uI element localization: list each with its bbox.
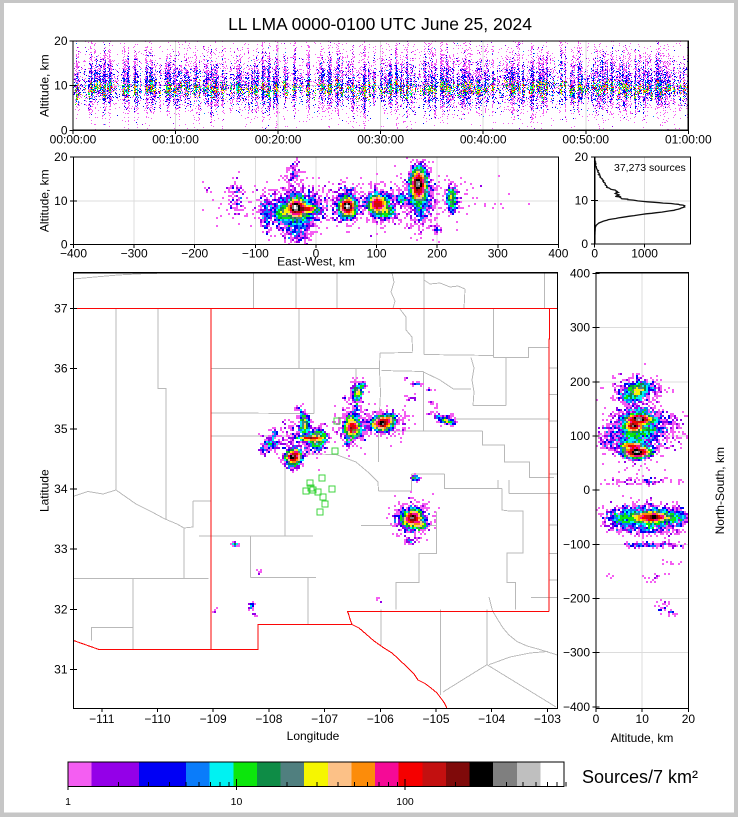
svg-text:−103: −103 (534, 712, 561, 726)
svg-text:−108: −108 (255, 712, 282, 726)
svg-text:00:20:00: 00:20:00 (255, 133, 302, 147)
svg-text:−110: −110 (144, 712, 170, 726)
svg-text:33: 33 (54, 542, 68, 556)
svg-text:0: 0 (581, 237, 588, 251)
svg-text:200: 200 (570, 375, 590, 389)
svg-text:36: 36 (54, 362, 68, 376)
svg-text:20: 20 (54, 150, 68, 164)
svg-text:35: 35 (54, 422, 68, 436)
svg-text:37: 37 (54, 301, 68, 315)
svg-text:−100: −100 (242, 247, 269, 261)
svg-text:−300: −300 (121, 247, 148, 261)
svg-text:400: 400 (548, 247, 568, 261)
svg-text:10: 10 (54, 194, 68, 208)
svg-text:20: 20 (682, 712, 696, 726)
svg-text:−104: −104 (478, 712, 505, 726)
svg-text:20: 20 (54, 34, 68, 48)
svg-text:0: 0 (591, 247, 598, 261)
svg-text:−106: −106 (367, 712, 394, 726)
svg-text:300: 300 (570, 321, 590, 335)
svg-text:Altitude, km: Altitude, km (38, 54, 52, 117)
svg-text:East-West, km: East-West, km (277, 255, 355, 269)
svg-text:Altitude, km: Altitude, km (38, 169, 52, 232)
svg-text:Altitude, km: Altitude, km (611, 731, 674, 745)
svg-text:−105: −105 (422, 712, 449, 726)
svg-text:400: 400 (570, 267, 590, 281)
svg-text:LL LMA 0000-0100 UTC June 25,: LL LMA 0000-0100 UTC June 25, 2024 (228, 14, 532, 34)
svg-text:Longitude: Longitude (287, 729, 340, 743)
svg-text:1000: 1000 (631, 247, 658, 261)
svg-text:200: 200 (427, 247, 447, 261)
svg-text:00:10:00: 00:10:00 (152, 133, 199, 147)
svg-text:Sources/7 km²: Sources/7 km² (582, 767, 698, 787)
svg-text:10: 10 (54, 79, 68, 93)
svg-text:31: 31 (54, 663, 68, 677)
svg-text:20: 20 (575, 150, 589, 164)
svg-text:−109: −109 (200, 712, 227, 726)
svg-text:10: 10 (575, 194, 589, 208)
svg-text:Latitude: Latitude (38, 469, 52, 512)
svg-text:01:00:00: 01:00:00 (665, 133, 712, 147)
svg-text:1: 1 (65, 796, 71, 808)
svg-text:−100: −100 (563, 537, 590, 551)
svg-text:−300: −300 (563, 646, 590, 660)
svg-text:10: 10 (636, 712, 650, 726)
svg-text:−400: −400 (563, 700, 590, 714)
svg-text:10: 10 (231, 796, 243, 808)
svg-text:00:30:00: 00:30:00 (357, 133, 404, 147)
svg-text:0: 0 (593, 712, 600, 726)
svg-text:32: 32 (54, 602, 68, 616)
svg-text:34: 34 (54, 482, 68, 496)
svg-text:−400: −400 (60, 247, 87, 261)
svg-text:−200: −200 (181, 247, 208, 261)
svg-text:North-South, km: North-South, km (713, 447, 727, 534)
svg-text:−107: −107 (311, 712, 338, 726)
svg-text:0: 0 (313, 247, 320, 261)
svg-text:100: 100 (570, 429, 590, 443)
svg-text:37,273 sources: 37,273 sources (614, 162, 686, 174)
svg-text:00:00:00: 00:00:00 (50, 133, 97, 147)
svg-text:−200: −200 (563, 592, 590, 606)
svg-text:0: 0 (583, 483, 590, 497)
svg-text:100: 100 (396, 796, 414, 808)
svg-text:300: 300 (488, 247, 508, 261)
svg-text:−111: −111 (89, 712, 115, 726)
svg-text:100: 100 (367, 247, 387, 261)
svg-text:00:40:00: 00:40:00 (460, 133, 507, 147)
svg-text:0: 0 (61, 238, 68, 252)
svg-text:00:50:00: 00:50:00 (562, 133, 609, 147)
svg-text:0: 0 (61, 123, 68, 137)
